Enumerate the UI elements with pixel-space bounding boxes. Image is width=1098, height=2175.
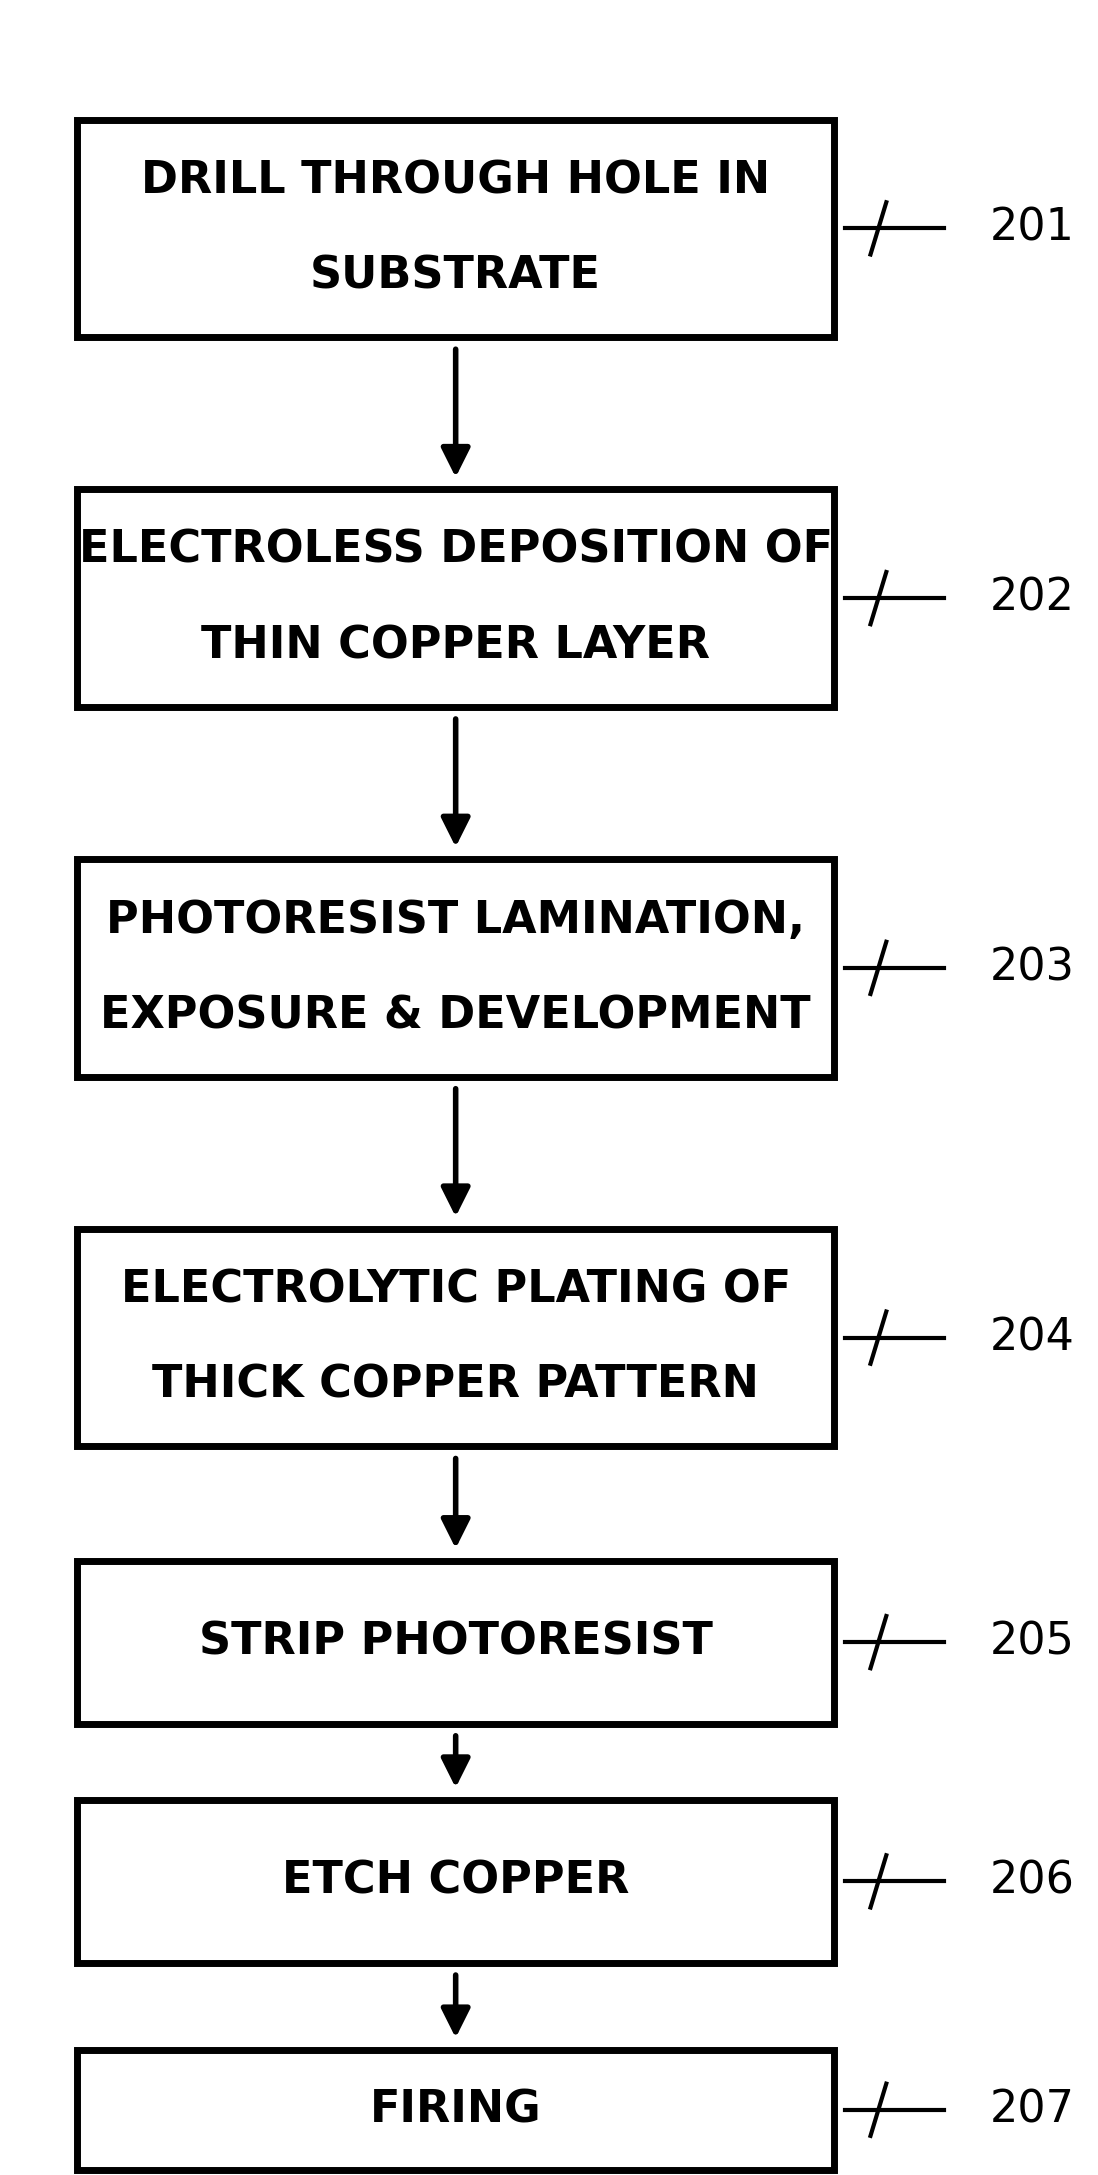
Text: SUBSTRATE: SUBSTRATE xyxy=(310,254,602,298)
Text: 207: 207 xyxy=(989,2088,1075,2132)
Text: ETCH COPPER: ETCH COPPER xyxy=(282,1860,629,1903)
Text: PHOTORESIST LAMINATION,: PHOTORESIST LAMINATION, xyxy=(107,898,805,942)
Text: FIRING: FIRING xyxy=(370,2088,541,2132)
Text: THICK COPPER PATTERN: THICK COPPER PATTERN xyxy=(153,1364,759,1407)
Text: THIN COPPER LAYER: THIN COPPER LAYER xyxy=(201,624,710,668)
Text: DRILL THROUGH HOLE IN: DRILL THROUGH HOLE IN xyxy=(142,159,770,202)
Bar xyxy=(77,489,834,707)
Text: 203: 203 xyxy=(989,946,1075,990)
Text: ELECTROLESS DEPOSITION OF: ELECTROLESS DEPOSITION OF xyxy=(79,529,832,572)
Text: 201: 201 xyxy=(989,207,1075,250)
Text: 204: 204 xyxy=(989,1316,1075,1359)
Text: EXPOSURE & DEVELOPMENT: EXPOSURE & DEVELOPMENT xyxy=(100,994,811,1037)
Bar xyxy=(77,1801,834,1962)
Bar xyxy=(77,120,834,337)
Text: ELECTROLYTIC PLATING OF: ELECTROLYTIC PLATING OF xyxy=(121,1268,791,1312)
Text: 202: 202 xyxy=(989,576,1075,620)
Bar xyxy=(77,1229,834,1446)
Text: STRIP PHOTORESIST: STRIP PHOTORESIST xyxy=(199,1620,713,1664)
Bar xyxy=(77,1562,834,1723)
Text: 205: 205 xyxy=(989,1620,1075,1664)
Bar xyxy=(77,859,834,1077)
Text: 206: 206 xyxy=(989,1860,1075,1903)
Bar xyxy=(77,2049,834,2171)
